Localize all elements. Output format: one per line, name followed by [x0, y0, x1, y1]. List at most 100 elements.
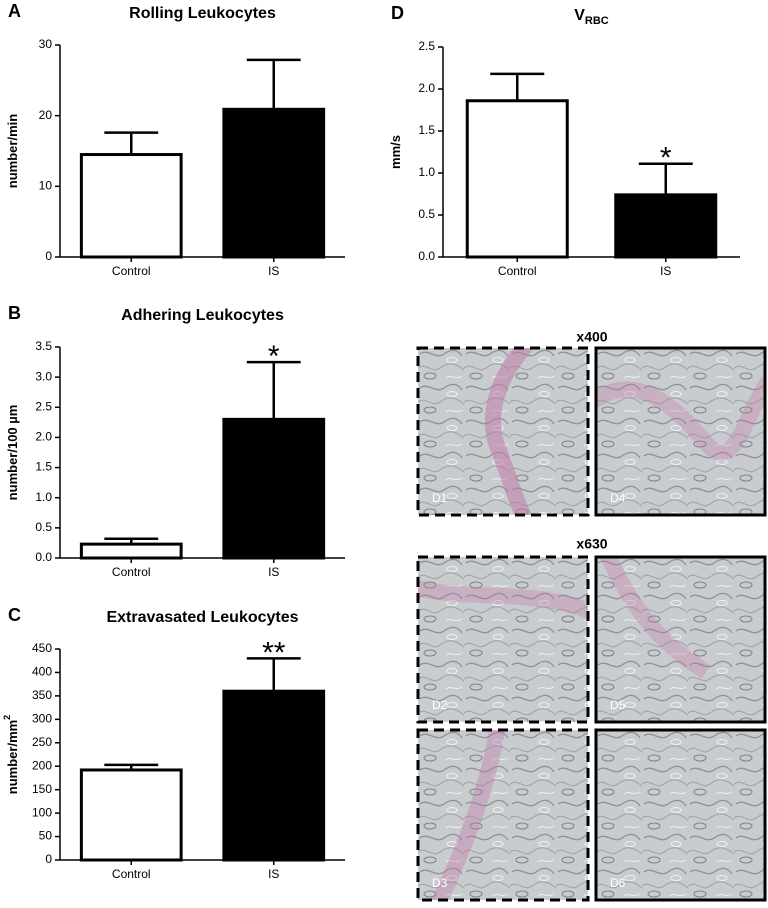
x-tick-label: Control	[112, 565, 151, 579]
magnification-label: x400	[576, 329, 607, 345]
title-text: Extravasated Leukocytes	[106, 609, 298, 626]
panel-letter: D	[391, 3, 404, 23]
micrograph-label: D1	[432, 491, 448, 505]
micrograph-frame	[594, 346, 767, 517]
y-label-text: number/mm	[5, 720, 20, 794]
y-label-superscript: 2	[2, 715, 12, 720]
significance-mark: *	[660, 142, 672, 175]
y-tick-label: 1.5	[35, 460, 52, 474]
y-tick-label: 2.0	[418, 81, 435, 95]
y-tick-label: 1.0	[35, 490, 52, 504]
y-tick-label: 250	[32, 735, 52, 749]
micrograph-label: D3	[432, 876, 448, 890]
bar	[79, 153, 183, 259]
tissue	[596, 557, 765, 722]
vessel	[431, 730, 506, 900]
y-label-text: mm/s	[388, 135, 403, 169]
micrograph-label: D4	[610, 491, 626, 505]
x-tick-label: IS	[268, 867, 279, 881]
micrograph-frame	[416, 346, 590, 517]
y-tick-label: 0	[45, 249, 52, 263]
tissue	[596, 730, 765, 900]
magnification-label: x630	[576, 536, 607, 552]
chart-title: Adhering Leukocytes	[121, 307, 284, 324]
y-tick-label: 350	[32, 688, 52, 702]
y-axis-label: number/mm2	[2, 715, 20, 794]
micrograph	[596, 730, 765, 900]
y-tick-label: 20	[39, 108, 53, 122]
y-tick-label: 150	[32, 782, 52, 796]
x-tick-label: IS	[268, 565, 279, 579]
y-tick-label: 1.0	[418, 165, 435, 179]
micrograph-frame	[416, 728, 590, 902]
tissue	[596, 348, 765, 515]
y-tick-label: 2.0	[35, 430, 52, 444]
y-tick-label: 0.5	[35, 520, 52, 534]
y-tick-label: 2.5	[418, 39, 435, 53]
x-tick-label: Control	[112, 867, 151, 881]
bar	[465, 99, 569, 259]
chart-title: Extravasated Leukocytes	[106, 609, 298, 626]
y-tick-label: 300	[32, 712, 52, 726]
y-tick-label: 50	[39, 829, 53, 843]
title-subscript: RBC	[585, 15, 609, 27]
bar	[79, 542, 183, 560]
micrograph-frame	[594, 728, 767, 902]
y-tick-label: 1.5	[418, 123, 435, 137]
y-tick-label: 400	[32, 665, 52, 679]
y-tick-label: 100	[32, 805, 52, 819]
y-tick-label: 10	[39, 179, 53, 193]
x-tick-label: Control	[112, 264, 151, 278]
title-text: Rolling Leukocytes	[129, 5, 276, 22]
panel-letter: C	[8, 605, 21, 625]
micrograph-frame	[416, 555, 590, 724]
y-tick-label: 3.0	[35, 369, 52, 383]
x-tick-label: IS	[660, 264, 671, 278]
y-tick-label: 450	[32, 641, 52, 655]
chart-title: VRBC	[574, 7, 609, 27]
y-tick-label: 0.0	[418, 249, 435, 263]
micrograph	[418, 730, 588, 900]
panel-letter: A	[8, 1, 21, 21]
tissue	[418, 730, 588, 900]
micrograph	[596, 348, 765, 515]
y-tick-label: 3.5	[35, 339, 52, 353]
y-tick-label: 30	[39, 37, 53, 51]
title-text: V	[574, 7, 585, 24]
y-tick-label: 2.5	[35, 399, 52, 413]
vessel	[599, 557, 711, 679]
significance-mark: **	[262, 636, 286, 669]
significance-mark: *	[268, 340, 280, 373]
y-tick-label: 0.0	[35, 550, 52, 564]
micrograph-label: D6	[610, 876, 626, 890]
bar	[222, 417, 326, 560]
vessel	[418, 579, 588, 619]
x-tick-label: IS	[268, 264, 279, 278]
bar	[79, 768, 183, 862]
micrograph	[418, 348, 588, 515]
y-tick-label: 0.5	[418, 207, 435, 221]
x-tick-label: Control	[498, 264, 537, 278]
bar	[222, 689, 326, 862]
y-axis-label: number/min	[5, 114, 20, 188]
title-text: Adhering Leukocytes	[121, 307, 284, 324]
micrograph	[596, 557, 765, 722]
micrograph-frame	[594, 555, 767, 724]
y-tick-label: 0	[45, 852, 52, 866]
panel-letter: B	[8, 303, 21, 323]
vessel	[485, 348, 535, 515]
chart-title: Rolling Leukocytes	[129, 5, 276, 22]
micrograph-label: D5	[610, 698, 626, 712]
micrograph-label: D2	[432, 698, 448, 712]
y-label-text: number/min	[5, 114, 20, 188]
y-label-text: number/100 µm	[5, 405, 20, 501]
vessel	[596, 372, 765, 461]
y-tick-label: 200	[32, 758, 52, 772]
micrograph	[418, 557, 588, 722]
y-axis-label: mm/s	[388, 135, 403, 169]
bar	[222, 107, 326, 259]
bar	[614, 193, 718, 259]
tissue	[418, 557, 588, 722]
